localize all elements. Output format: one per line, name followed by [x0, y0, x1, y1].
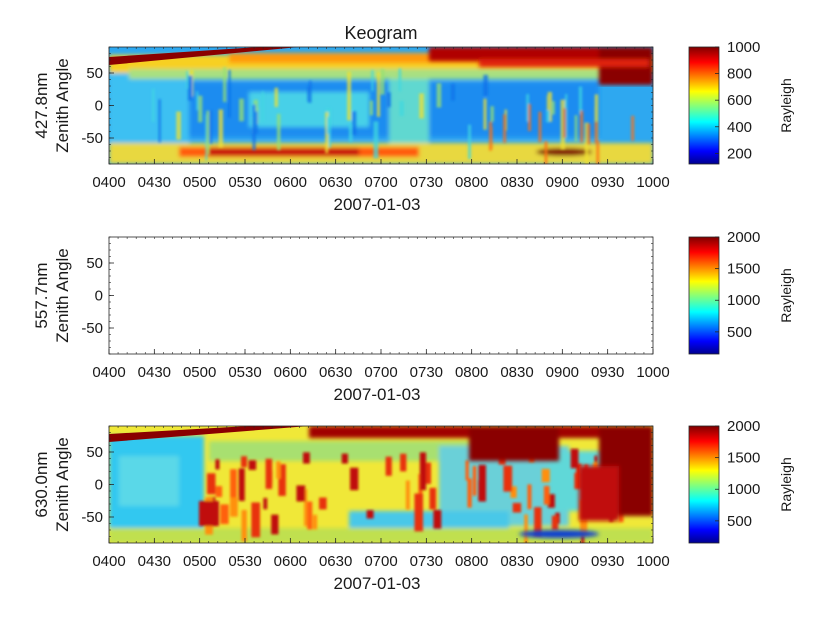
- colorbar-tick-label: 800: [727, 66, 752, 83]
- colorbar-tick-label: 1000: [727, 481, 760, 498]
- colorbar-tick-label: 400: [727, 119, 752, 136]
- x-tick-label: 0800: [455, 364, 488, 381]
- keogram-panel-557.7nm: 0400 0430 0500 0530 0600 0630 0700 0730 0800 0830…: [32, 229, 794, 404]
- y-tick-label: 50: [86, 65, 103, 82]
- y-axis-label-zenith: Zenith Angle: [53, 58, 72, 153]
- x-tick-label: 1000: [636, 364, 669, 381]
- colorbar: 2000 1500 1000 500 Rayleigh: [689, 229, 794, 354]
- x-tick-label: 0830: [500, 174, 533, 191]
- x-tick-label: 0700: [364, 553, 397, 570]
- y-tick-label: 0: [95, 288, 103, 305]
- colorbar: 2000 1500 1000 500 Rayleigh: [689, 418, 794, 543]
- x-tick-label: 0730: [410, 553, 443, 570]
- heatmap-image: [109, 47, 653, 178]
- x-tick-label: 0400: [92, 174, 125, 191]
- x-tick-label: 0830: [500, 553, 533, 570]
- x-tick-label: 0900: [546, 553, 579, 570]
- y-axis-label-wavelength: 427.8nm: [32, 72, 51, 138]
- x-tick-label: 0500: [183, 174, 216, 191]
- y-tick-label: 0: [95, 98, 103, 115]
- x-tick-label: 0700: [364, 174, 397, 191]
- colorbar-gradient: [689, 426, 719, 543]
- x-tick-label: 0630: [319, 553, 352, 570]
- plot-area: [109, 237, 653, 354]
- x-tick-label: 1000: [636, 174, 669, 191]
- x-tick-label: 0700: [364, 364, 397, 381]
- x-tick-label: 0600: [274, 174, 307, 191]
- colorbar-gradient: [689, 47, 719, 164]
- colorbar-tick-label: 200: [727, 145, 752, 162]
- colorbar-tick-label: 1000: [727, 39, 760, 56]
- colorbar-gradient: [689, 237, 719, 354]
- y-tick-label: -50: [81, 130, 103, 147]
- figure-title: Keogram: [344, 23, 417, 43]
- keogram-panels: 0400 0430 0500 0530 0600 0630 0700 0730 0800 0830…: [32, 39, 794, 593]
- y-axis-label-wavelength: 630.0nm: [32, 451, 51, 517]
- x-tick-label: 0430: [138, 174, 171, 191]
- x-tick-label: 0730: [410, 364, 443, 381]
- x-tick-label: 0800: [455, 553, 488, 570]
- y-axis-label-zenith: Zenith Angle: [53, 248, 72, 343]
- colorbar-tick-label: 2000: [727, 229, 760, 246]
- colorbar-tick-label: 500: [727, 324, 752, 341]
- x-tick-label: 0900: [546, 174, 579, 191]
- keogram-panel-427.8nm: 0400 0430 0500 0530 0600 0630 0700 0730 0800 0830…: [32, 39, 794, 214]
- x-tick-label: 0500: [183, 364, 216, 381]
- colorbar-label: Rayleigh: [778, 268, 794, 322]
- x-tick-label: 0900: [546, 364, 579, 381]
- colorbar-tick-label: 1500: [727, 261, 760, 278]
- colorbar-tick-label: 500: [727, 513, 752, 530]
- x-tick-label: 0530: [228, 364, 261, 381]
- y-axis-label-wavelength: 557.7nm: [32, 262, 51, 328]
- x-tick-label: 0730: [410, 174, 443, 191]
- y-tick-label: 50: [86, 444, 103, 461]
- x-tick-label: 0930: [591, 174, 624, 191]
- y-tick-label: 50: [86, 255, 103, 272]
- x-tick-label: 0600: [274, 364, 307, 381]
- x-tick-label: 0630: [319, 174, 352, 191]
- x-tick-label: 0630: [319, 364, 352, 381]
- x-tick-label: 0830: [500, 364, 533, 381]
- colorbar-label: Rayleigh: [778, 457, 794, 511]
- x-tick-label: 0400: [92, 553, 125, 570]
- colorbar-tick-label: 1500: [727, 450, 760, 467]
- x-tick-label: 0800: [455, 174, 488, 191]
- colorbar: 1000 800 600 400 200 Rayleigh: [689, 39, 794, 164]
- y-tick-label: 0: [95, 477, 103, 494]
- x-tick-label: 0430: [138, 364, 171, 381]
- colorbar-tick-label: 600: [727, 92, 752, 109]
- x-tick-label: 0930: [591, 364, 624, 381]
- x-axis-label: 2007-01-03: [334, 574, 421, 593]
- x-tick-label: 0930: [591, 553, 624, 570]
- y-axis-label-zenith: Zenith Angle: [53, 437, 72, 532]
- x-tick-label: 1000: [636, 553, 669, 570]
- colorbar-label: Rayleigh: [778, 78, 794, 132]
- x-tick-label: 0530: [228, 553, 261, 570]
- keogram-panel-630.0nm: 0400 0430 0500 0530 0600 0630 0700 0730 0800 0830…: [32, 418, 794, 593]
- heatmap-image: [109, 426, 653, 551]
- y-tick-label: -50: [81, 320, 103, 337]
- x-tick-label: 0600: [274, 553, 307, 570]
- x-tick-label: 0530: [228, 174, 261, 191]
- x-tick-label: 0500: [183, 553, 216, 570]
- colorbar-tick-label: 1000: [727, 292, 760, 309]
- x-axis-label: 2007-01-03: [334, 195, 421, 214]
- x-tick-label: 0430: [138, 553, 171, 570]
- x-tick-label: 0400: [92, 364, 125, 381]
- x-axis-label: 2007-01-03: [334, 385, 421, 404]
- y-tick-label: -50: [81, 509, 103, 526]
- colorbar-tick-label: 2000: [727, 418, 760, 435]
